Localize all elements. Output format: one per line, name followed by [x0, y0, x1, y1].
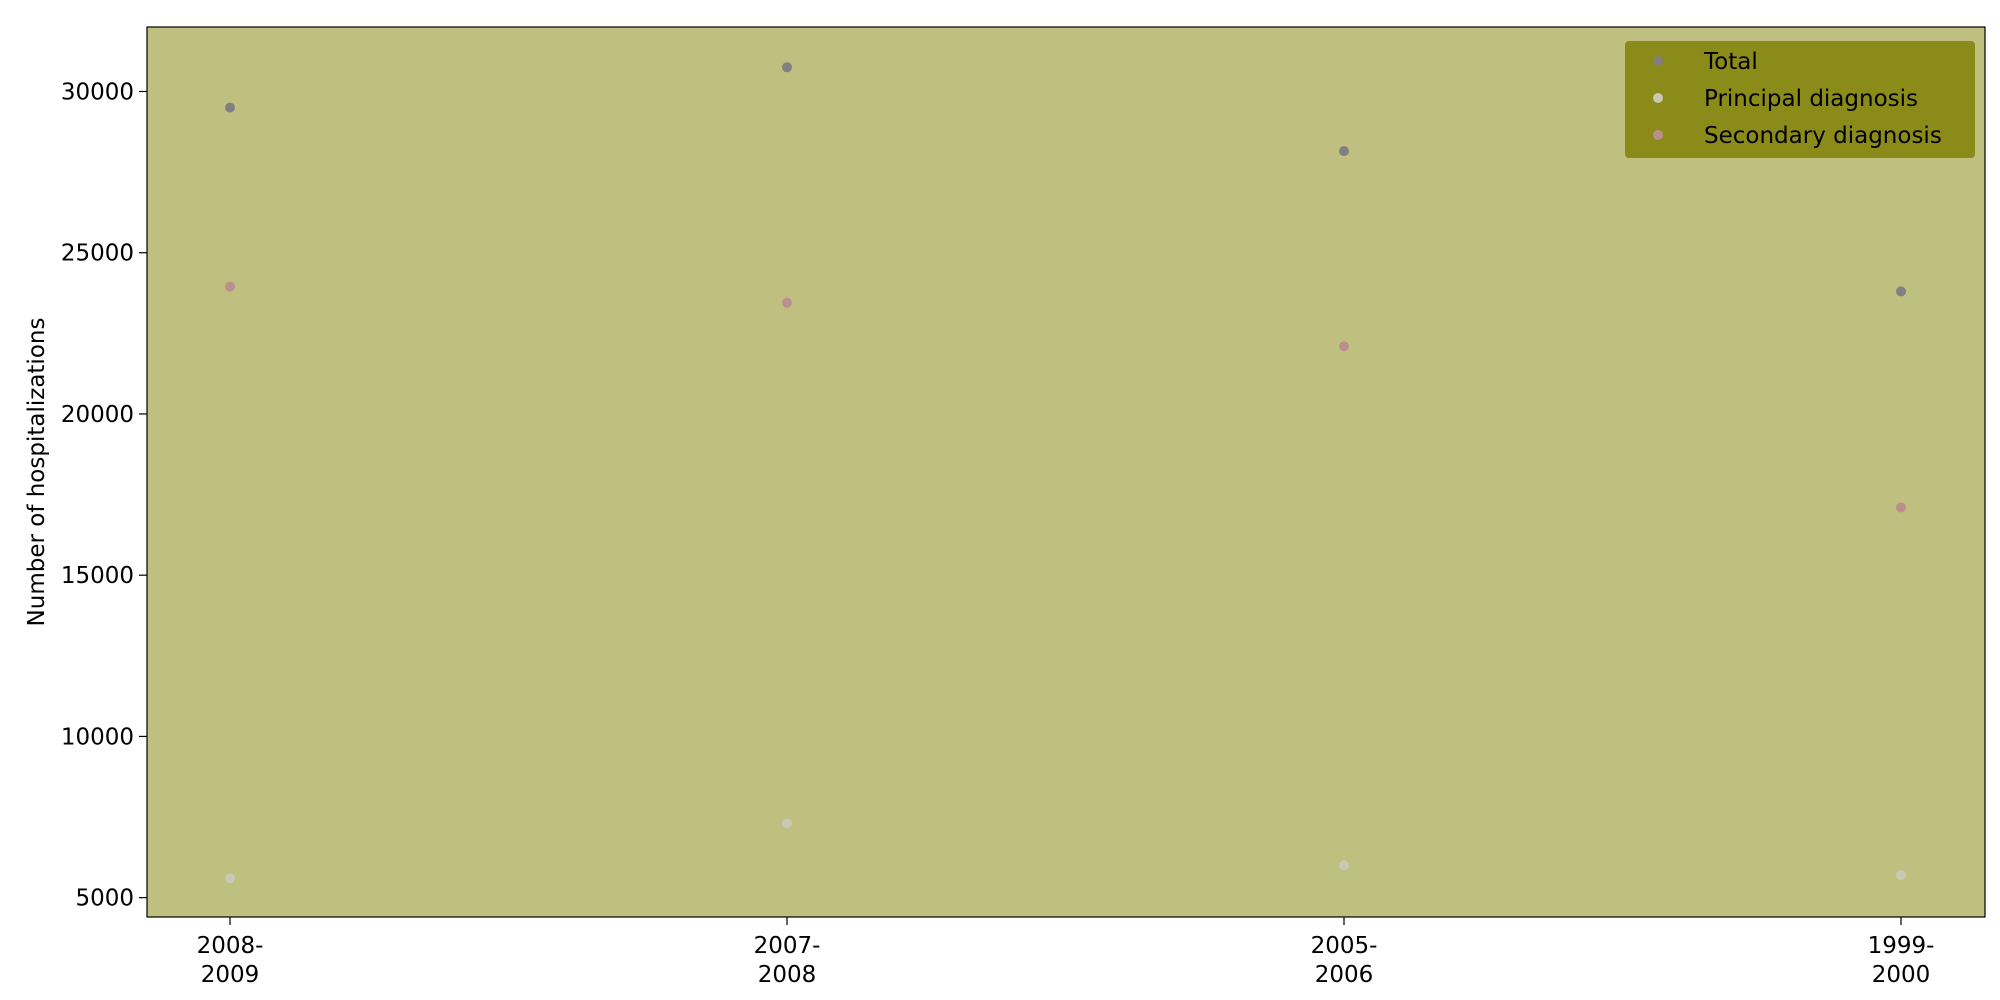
data-point-secondary-diagnosis	[225, 281, 235, 292]
legend-marker	[1653, 93, 1663, 103]
legend-label: Principal diagnosis	[1704, 86, 1918, 112]
plot-area	[146, 26, 1986, 918]
x-tick-label: 2008-2009	[197, 933, 264, 988]
legend-marker	[1653, 56, 1663, 66]
x-tick-label: 2005-2006	[1311, 933, 1378, 988]
x-axis: 2008-2009 2007-2008 2005-2006 1999-2000	[197, 917, 1935, 988]
legend-marker	[1653, 130, 1663, 140]
x-tick-label: 2007-2008	[754, 933, 821, 988]
data-point-total	[782, 62, 792, 73]
data-point-secondary-diagnosis	[1896, 502, 1906, 513]
y-tick-label: 5000	[75, 886, 134, 912]
data-points	[225, 62, 1906, 884]
y-tick-label: 10000	[61, 724, 134, 750]
y-tick-label: 30000	[61, 79, 134, 105]
data-point-secondary-diagnosis	[782, 297, 792, 308]
legend-label: Total	[1703, 49, 1758, 75]
y-tick-label: 25000	[61, 241, 134, 267]
data-point-total	[1896, 286, 1906, 297]
x-tick-label: 1999-2000	[1868, 933, 1935, 988]
legend-label: Secondary diagnosis	[1704, 123, 1942, 149]
data-point-total	[225, 102, 235, 113]
data-point-total	[1339, 146, 1349, 157]
y-tick-label: 15000	[61, 563, 134, 589]
y-axis-label: Number of hospitalizations	[24, 318, 50, 627]
data-point-principal-diagnosis	[782, 818, 792, 829]
data-point-principal-diagnosis	[225, 873, 235, 884]
data-point-principal-diagnosis	[1339, 860, 1349, 871]
data-point-principal-diagnosis	[1896, 870, 1906, 881]
y-axis: 5000 10000 15000 20000 25000 30000	[61, 79, 147, 912]
y-tick-label: 20000	[61, 402, 134, 428]
legend-box	[1625, 41, 1975, 158]
data-point-secondary-diagnosis	[1339, 341, 1349, 352]
legend: Total Principal diagnosis Secondary diagno…	[1625, 41, 1975, 158]
